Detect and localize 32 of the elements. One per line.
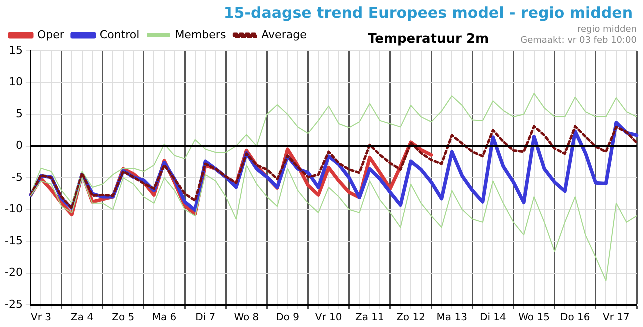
x-tick-label: Za 11 — [355, 312, 384, 324]
x-tick-label: Vr 17 — [603, 312, 630, 324]
x-tick-label: Za 4 — [71, 312, 94, 324]
x-tick-label: Wo 8 — [234, 312, 260, 324]
legend-label: Average — [262, 28, 308, 42]
y-tick-label: -5 — [12, 170, 23, 184]
x-tick-label: Di 14 — [480, 312, 506, 324]
y-tick-label: -15 — [5, 234, 23, 248]
x-tick-label: Vr 3 — [30, 312, 52, 324]
legend-label: Members — [175, 28, 226, 42]
y-tick-label: -10 — [5, 202, 23, 216]
legend-label: Oper — [38, 28, 65, 42]
text: Gemaakt: vr 03 feb 10:00 — [520, 36, 637, 46]
x-tick-label: Wo 15 — [518, 312, 550, 324]
chart-subtitle: Temperatuur 2m — [368, 32, 490, 47]
x-tick-label: Zo 12 — [396, 312, 426, 324]
x-tick-label: Do 9 — [276, 312, 300, 324]
x-tick-label: Vr 10 — [315, 312, 342, 324]
y-tick-label: -20 — [5, 266, 23, 280]
x-tick-label: Di 7 — [196, 312, 216, 324]
y-tick-label: 0 — [16, 139, 23, 152]
x-tick-label: Ma 6 — [152, 312, 177, 324]
x-tick-label: Zo 5 — [112, 312, 135, 324]
y-tick-label: 5 — [16, 107, 23, 120]
legend-label: Control — [100, 28, 140, 42]
y-tick-label: -25 — [5, 298, 23, 311]
x-tick-label: Do 16 — [560, 312, 590, 324]
text: regio midden — [577, 25, 637, 35]
chart-title: 15-daagse trend Europees model - regio midden — [224, 4, 633, 22]
x-tick-label: Ma 13 — [436, 312, 468, 324]
y-tick-label: 15 — [8, 44, 23, 57]
y-tick-label: 10 — [8, 76, 23, 89]
